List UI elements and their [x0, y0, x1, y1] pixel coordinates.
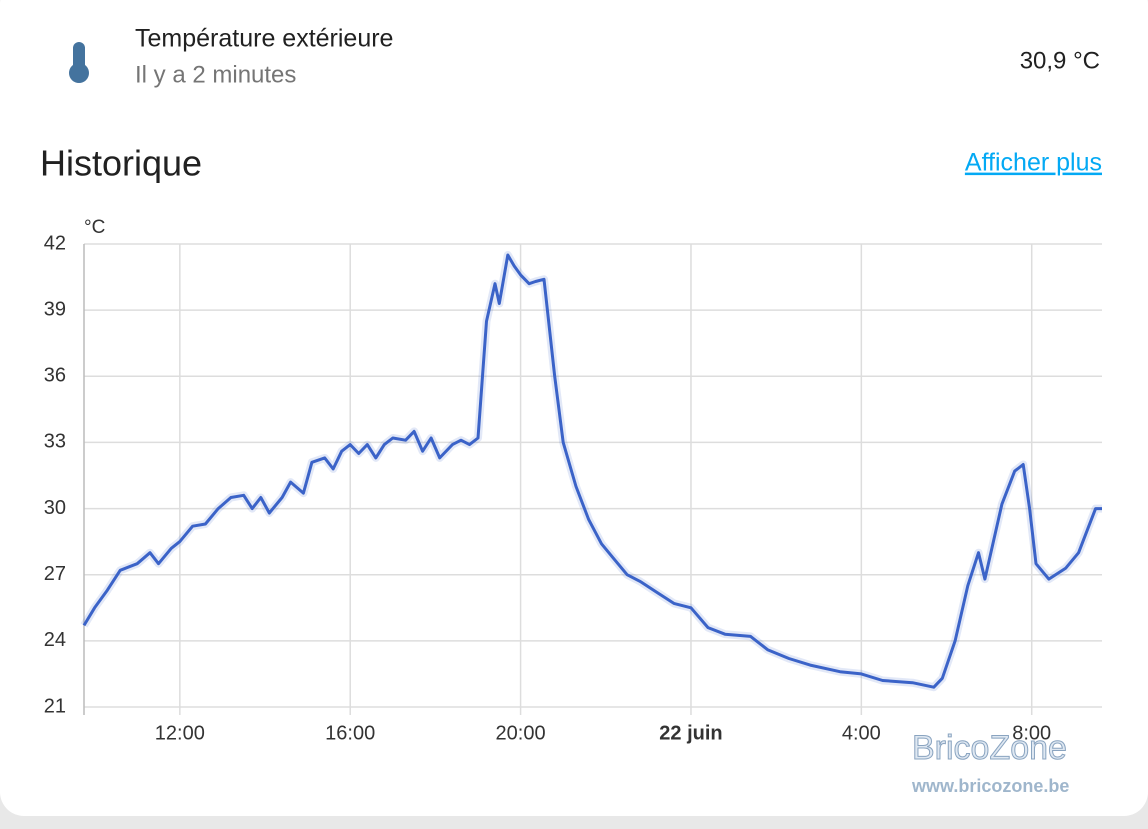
plot: 21 24 27 30 33 36 39 42 12:00 16:00 20:00 22 juin 4:…	[44, 232, 1102, 744]
entity-state: 30,9 °C	[1020, 47, 1100, 74]
y-tick-label: 21	[44, 695, 66, 717]
y-tick-label: 33	[44, 431, 66, 453]
entity-name: Température extérieure	[135, 25, 393, 53]
y-tick-label: 30	[44, 497, 66, 519]
y-unit: °C	[84, 217, 105, 238]
y-tick-label: 24	[44, 629, 66, 651]
x-tick-label: 12:00	[155, 722, 205, 744]
x-tick-label: 16:00	[325, 722, 375, 744]
entity-time: Il y a 2 minutes	[135, 61, 296, 88]
thermometer-icon	[69, 42, 89, 83]
y-tick-label: 36	[44, 365, 66, 387]
watermark-url: www.bricozone.be	[911, 776, 1069, 796]
series-line	[82, 253, 1102, 689]
x-tick-label: 8:00	[1012, 722, 1051, 744]
more-link[interactable]: Afficher plus	[965, 149, 1102, 177]
y-tick-label: 39	[44, 298, 66, 320]
watermark-title: BricoZone	[912, 729, 1067, 767]
x-tick-label: 4:00	[842, 722, 881, 744]
history-title: Historique	[40, 143, 202, 184]
y-tick-label: 27	[44, 563, 66, 585]
x-tick-label: 22 juin	[659, 722, 722, 744]
x-tick-label: 20:00	[496, 722, 546, 744]
y-tick-label: 42	[44, 232, 66, 254]
